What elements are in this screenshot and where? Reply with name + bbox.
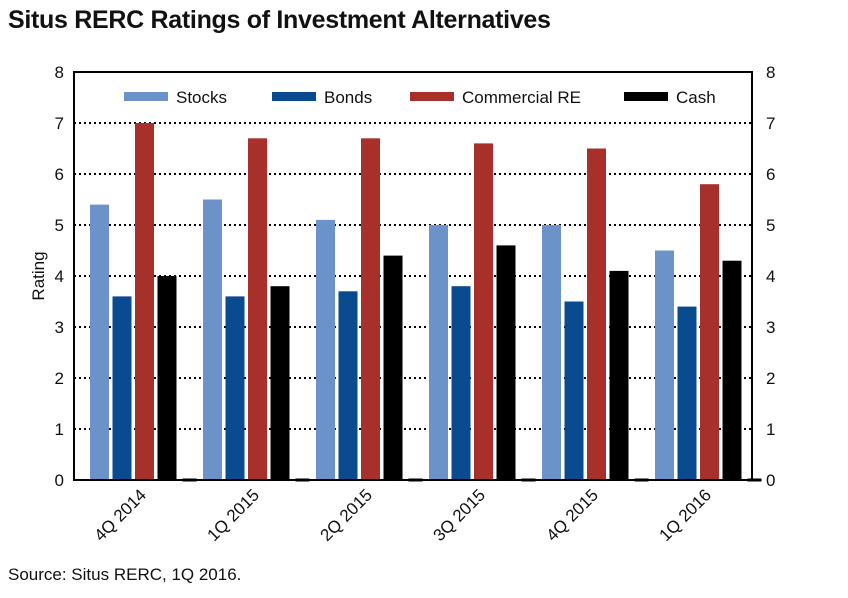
x-tick-label: 2Q 2015 xyxy=(317,485,377,545)
gridlines xyxy=(74,122,752,430)
bar-stocks xyxy=(90,204,109,480)
bar-cash xyxy=(157,276,177,480)
bar-bonds xyxy=(564,301,584,480)
bars xyxy=(90,123,742,481)
y-tick-label-left: 1 xyxy=(55,420,64,439)
y-tick-label-right: 0 xyxy=(766,471,775,490)
y-tick-label-right: 3 xyxy=(766,318,775,337)
source-note: Source: Situs RERC, 1Q 2016. xyxy=(8,565,242,584)
bar-stocks xyxy=(203,199,222,480)
bar-cash xyxy=(270,286,290,480)
y-tick-label-left: 7 xyxy=(55,114,64,133)
y-tick-label-left: 6 xyxy=(55,165,64,184)
x-tick-label: 4Q 2015 xyxy=(543,485,603,545)
x-tick-label: 4Q 2014 xyxy=(91,485,151,545)
bar-stocks xyxy=(316,219,335,480)
y-tick-label-left: 2 xyxy=(55,369,64,388)
legend-label: Cash xyxy=(676,88,716,107)
bar-cash xyxy=(383,255,403,480)
x-tick-label: 1Q 2016 xyxy=(656,485,716,545)
legend-swatch xyxy=(124,92,168,101)
legend-label: Bonds xyxy=(324,88,372,107)
bar-bonds xyxy=(225,296,245,480)
y-tick-label-right: 6 xyxy=(766,165,775,184)
legend-swatch xyxy=(624,92,668,101)
y-tick-label-right: 4 xyxy=(766,267,775,286)
legend: Stocks Bonds Commercial RE Cash xyxy=(124,88,716,107)
y-tick-label-left: 0 xyxy=(55,471,64,490)
y-tick-label-left: 5 xyxy=(55,216,64,235)
bar-stocks xyxy=(655,250,674,480)
legend-swatch xyxy=(272,92,316,101)
bar-commercial-re xyxy=(361,138,380,481)
legend-label: Stocks xyxy=(176,88,227,107)
y-tick-label-right: 1 xyxy=(766,420,775,439)
bar-cash xyxy=(609,270,629,480)
bar-stocks xyxy=(429,225,448,480)
bar-commercial-re xyxy=(587,148,606,480)
y-tick-label-right: 5 xyxy=(766,216,775,235)
bar-bonds xyxy=(677,306,697,480)
bar-cash xyxy=(722,260,742,480)
x-tick-label: 1Q 2015 xyxy=(204,485,264,545)
y-tick-label-left: 3 xyxy=(55,318,64,337)
bar-bonds xyxy=(112,296,132,480)
y-tick-label-left: 4 xyxy=(55,267,64,286)
bar-cash xyxy=(496,245,516,480)
legend-label: Commercial RE xyxy=(462,88,581,107)
y-tick-label-left: 8 xyxy=(55,63,64,82)
bar-commercial-re xyxy=(135,123,154,480)
bar-commercial-re xyxy=(700,184,719,480)
y-tick-label-right: 7 xyxy=(766,114,775,133)
y-axis-label: Rating xyxy=(29,251,48,300)
y-tick-label-right: 2 xyxy=(766,369,775,388)
bar-commercial-re xyxy=(474,143,493,480)
bar-bonds xyxy=(451,286,471,480)
bar-commercial-re xyxy=(248,138,267,481)
bar-stocks xyxy=(542,225,561,480)
bar-bonds xyxy=(338,291,358,480)
x-tick-label: 3Q 2015 xyxy=(430,485,490,545)
chart-title: Situs RERC Ratings of Investment Alterna… xyxy=(8,6,551,34)
legend-swatch xyxy=(410,92,454,101)
y-tick-label-right: 8 xyxy=(766,63,775,82)
